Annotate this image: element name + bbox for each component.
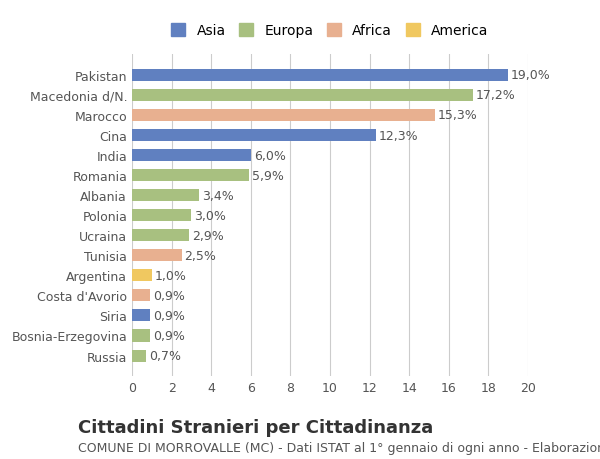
Text: 0,9%: 0,9% (153, 289, 185, 302)
Text: 3,0%: 3,0% (194, 209, 226, 222)
Text: 0,9%: 0,9% (153, 329, 185, 342)
Text: 2,5%: 2,5% (184, 249, 217, 262)
Text: 1,0%: 1,0% (155, 269, 187, 282)
Text: 2,9%: 2,9% (193, 229, 224, 242)
Text: 3,4%: 3,4% (202, 189, 234, 202)
Bar (132, 210, 191, 222)
Bar (132, 110, 435, 122)
Bar (132, 90, 473, 102)
Bar (132, 310, 150, 322)
Bar (132, 350, 146, 362)
Text: 12,3%: 12,3% (379, 129, 418, 142)
Bar (132, 150, 251, 162)
Text: 6,0%: 6,0% (254, 149, 286, 162)
Bar (132, 330, 150, 342)
Bar (132, 190, 199, 202)
Bar (132, 130, 376, 142)
Text: Cittadini Stranieri per Cittadinanza: Cittadini Stranieri per Cittadinanza (78, 418, 433, 436)
Text: 19,0%: 19,0% (511, 69, 551, 82)
Bar (132, 270, 152, 282)
Text: 5,9%: 5,9% (252, 169, 284, 182)
Bar (132, 170, 249, 182)
Legend: Asia, Europa, Africa, America: Asia, Europa, Africa, America (167, 20, 493, 43)
Text: 17,2%: 17,2% (476, 89, 515, 102)
Bar (132, 290, 150, 302)
Text: 0,9%: 0,9% (153, 309, 185, 322)
Text: COMUNE DI MORROVALLE (MC) - Dati ISTAT al 1° gennaio di ogni anno - Elaborazione: COMUNE DI MORROVALLE (MC) - Dati ISTAT a… (78, 441, 600, 453)
Bar (132, 230, 190, 242)
Text: 0,7%: 0,7% (149, 349, 181, 362)
Bar (132, 250, 182, 262)
Bar (132, 70, 508, 82)
Text: 15,3%: 15,3% (438, 109, 478, 122)
